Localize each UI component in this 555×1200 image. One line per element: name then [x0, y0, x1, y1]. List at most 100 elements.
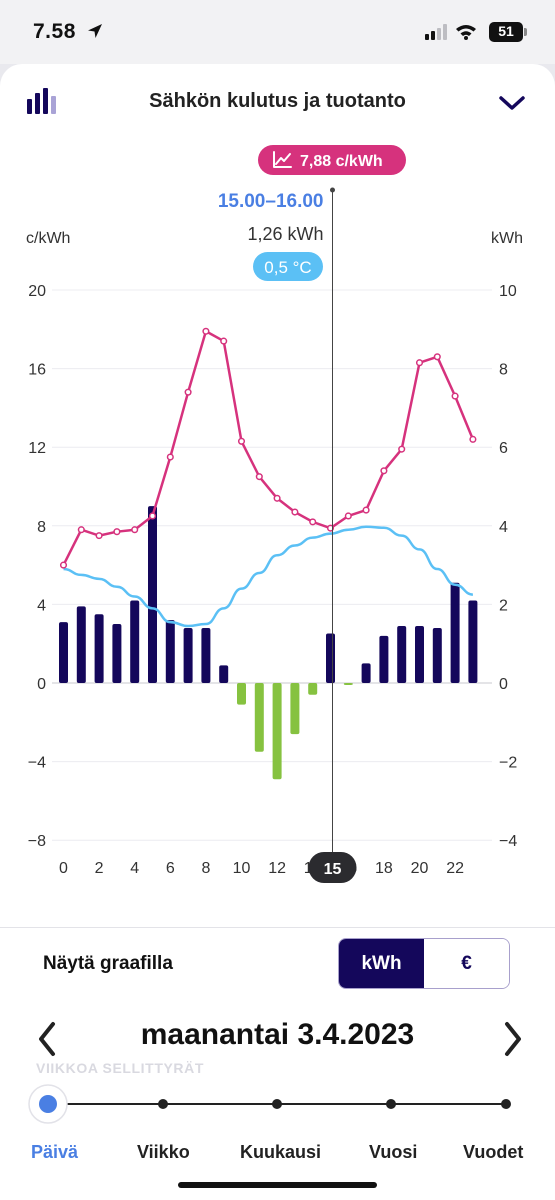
price-point[interactable]	[237, 437, 246, 445]
selection-top-dot	[330, 187, 335, 193]
euro-option[interactable]: €	[424, 939, 509, 988]
price-point[interactable]	[184, 388, 192, 396]
unit-toggle[interactable]: kWh €	[338, 938, 510, 989]
status-time: 7.58	[33, 20, 104, 44]
chevron-down-icon[interactable]	[499, 95, 525, 111]
timeline-label-month[interactable]: Kuukausi	[240, 1142, 322, 1162]
left-tick-label: 12	[28, 440, 46, 457]
left-tick-label: −8	[28, 833, 46, 850]
timeline-dot-year[interactable]	[386, 1099, 396, 1109]
timeline-label-week[interactable]: Viikko	[137, 1142, 190, 1162]
left-tick-label: 4	[37, 597, 46, 614]
right-tick-label: −2	[499, 755, 517, 772]
consumption-bar[interactable]	[415, 626, 424, 683]
price-point[interactable]	[451, 392, 459, 400]
price-point[interactable]	[255, 473, 263, 481]
production-bar[interactable]	[343, 683, 353, 685]
battery-icon: 51	[489, 22, 529, 42]
price-point[interactable]	[273, 494, 281, 502]
right-tick-label: −4	[499, 833, 517, 850]
consumption-bar[interactable]	[201, 627, 211, 683]
right-axis-label: kWh	[491, 230, 523, 247]
left-tick-label: 0	[37, 676, 46, 693]
kwh-option[interactable]: kWh	[339, 939, 424, 988]
consumption-bar[interactable]	[468, 600, 478, 683]
tooltip-time-range: 15.00–16.00	[218, 191, 324, 212]
price-point[interactable]	[469, 435, 477, 443]
price-point[interactable]	[148, 512, 157, 520]
wifi-icon	[456, 25, 476, 40]
trend-chart-icon	[273, 151, 292, 168]
right-tick-label: 8	[499, 362, 508, 379]
production-bar[interactable]	[308, 683, 318, 695]
bar-chart-icon[interactable]	[27, 88, 57, 114]
consumption-bar[interactable]	[130, 600, 140, 683]
price-point[interactable]	[344, 512, 352, 520]
next-day-button[interactable]	[498, 1020, 526, 1058]
right-tick-label: 4	[499, 519, 508, 536]
price-point[interactable]	[77, 526, 85, 534]
timeline-dot-month[interactable]	[272, 1099, 282, 1109]
consumption-bar[interactable]	[361, 663, 371, 683]
cellular-signal-icon	[425, 24, 447, 40]
x-tick-label: 4	[130, 860, 139, 877]
consumption-bar[interactable]	[219, 665, 229, 683]
consumption-bar[interactable]	[94, 614, 104, 683]
left-tick-label: −4	[28, 755, 46, 772]
consumption-bar[interactable]	[379, 635, 389, 683]
x-tick-label: 22	[446, 860, 464, 877]
consumption-bar[interactable]	[76, 606, 86, 683]
price-point[interactable]	[95, 532, 103, 540]
price-point[interactable]	[380, 467, 388, 475]
price-point[interactable]	[433, 353, 441, 361]
left-axis-label: c/kWh	[26, 230, 70, 247]
right-tick-label: 0	[499, 676, 508, 693]
price-point[interactable]	[202, 327, 210, 335]
right-tick-label: 6	[499, 440, 508, 457]
timeline-label-years[interactable]: Vuodet	[463, 1142, 524, 1162]
price-point[interactable]	[362, 506, 370, 514]
price-point[interactable]	[131, 526, 139, 534]
price-point[interactable]	[415, 359, 424, 367]
x-tick-label: 12	[268, 860, 286, 877]
x-tick-label: 2	[95, 860, 104, 877]
consumption-bar[interactable]	[112, 624, 122, 683]
price-point[interactable]	[113, 528, 121, 536]
temperature-line	[63, 525, 474, 628]
price-point[interactable]	[220, 337, 228, 345]
timeline-label-day[interactable]: Päivä	[31, 1142, 79, 1162]
timeline-handle-dot	[39, 1095, 57, 1113]
consumption-bar[interactable]	[183, 627, 193, 683]
price-point[interactable]	[309, 518, 317, 526]
period-timeline[interactable]	[0, 1080, 555, 1170]
price-point[interactable]	[291, 508, 299, 516]
consumption-bar[interactable]	[432, 627, 442, 683]
consumption-bar[interactable]	[450, 582, 460, 683]
consumption-bar[interactable]	[326, 633, 335, 683]
selected-hour-badge[interactable]	[308, 852, 357, 883]
price-point[interactable]	[398, 445, 406, 453]
previous-day-button[interactable]	[34, 1020, 62, 1058]
x-tick-label: 10	[233, 860, 251, 877]
production-bar[interactable]	[290, 683, 300, 735]
faded-background-text: VIIKKOA SELLITTYRÄT	[36, 1060, 204, 1076]
timeline-label-year[interactable]: Vuosi	[369, 1142, 418, 1162]
timeline-dot-years[interactable]	[501, 1099, 511, 1109]
price-point[interactable]	[166, 453, 174, 461]
section-divider	[0, 927, 555, 928]
production-bar[interactable]	[272, 683, 282, 780]
consumption-bar[interactable]	[165, 620, 175, 683]
price-point[interactable]	[326, 524, 335, 532]
price-point[interactable]	[59, 561, 68, 569]
consumption-bar[interactable]	[397, 626, 407, 683]
consumption-bar[interactable]	[148, 506, 157, 683]
tooltip-energy: 1,26 kWh	[247, 224, 323, 244]
timeline-dot-week[interactable]	[158, 1099, 168, 1109]
production-bar[interactable]	[254, 683, 264, 752]
location-arrow-icon	[88, 24, 103, 38]
left-tick-label: 20	[28, 283, 46, 300]
consumption-bar[interactable]	[59, 622, 68, 683]
production-bar[interactable]	[237, 683, 246, 705]
status-bar: 7.58 51	[0, 0, 555, 64]
